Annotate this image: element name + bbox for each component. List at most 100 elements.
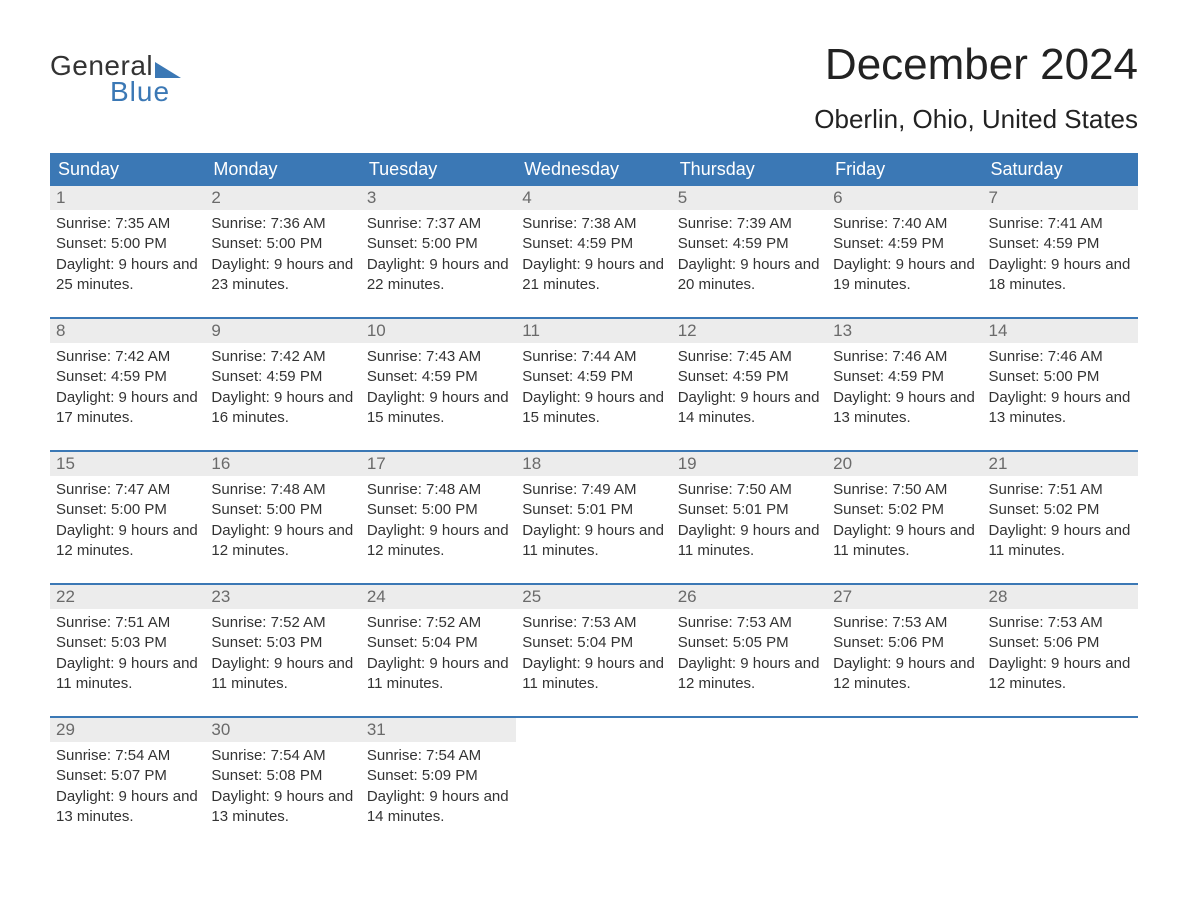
- day-number: 7: [983, 186, 1138, 210]
- day-number: 12: [672, 319, 827, 343]
- day-number: 14: [983, 319, 1138, 343]
- day-number: 21: [983, 452, 1138, 476]
- day-cell: 14Sunrise: 7:46 AMSunset: 5:00 PMDayligh…: [983, 318, 1138, 451]
- daylight-line: Daylight: 9 hours and 11 minutes.: [989, 521, 1132, 562]
- day-number: 10: [361, 319, 516, 343]
- day-number: 31: [361, 718, 516, 742]
- day-body: Sunrise: 7:52 AMSunset: 5:04 PMDaylight:…: [361, 609, 516, 694]
- daylight-line: Daylight: 9 hours and 12 minutes.: [678, 654, 821, 695]
- day-body: Sunrise: 7:42 AMSunset: 4:59 PMDaylight:…: [205, 343, 360, 428]
- daylight-line: Daylight: 9 hours and 12 minutes.: [989, 654, 1132, 695]
- day-header-row: SundayMondayTuesdayWednesdayThursdayFrid…: [50, 153, 1138, 186]
- sunrise-line: Sunrise: 7:52 AM: [211, 613, 354, 633]
- day-cell: 16Sunrise: 7:48 AMSunset: 5:00 PMDayligh…: [205, 451, 360, 584]
- day-cell: 21Sunrise: 7:51 AMSunset: 5:02 PMDayligh…: [983, 451, 1138, 584]
- day-body: Sunrise: 7:50 AMSunset: 5:02 PMDaylight:…: [827, 476, 982, 561]
- day-body: Sunrise: 7:52 AMSunset: 5:03 PMDaylight:…: [205, 609, 360, 694]
- day-number: 11: [516, 319, 671, 343]
- day-body: Sunrise: 7:54 AMSunset: 5:07 PMDaylight:…: [50, 742, 205, 827]
- day-body: Sunrise: 7:42 AMSunset: 4:59 PMDaylight:…: [50, 343, 205, 428]
- sunrise-line: Sunrise: 7:54 AM: [367, 746, 510, 766]
- day-cell: 2Sunrise: 7:36 AMSunset: 5:00 PMDaylight…: [205, 186, 360, 318]
- day-number: 30: [205, 718, 360, 742]
- day-cell: 29Sunrise: 7:54 AMSunset: 5:07 PMDayligh…: [50, 717, 205, 849]
- sunrise-line: Sunrise: 7:46 AM: [989, 347, 1132, 367]
- daylight-line: Daylight: 9 hours and 25 minutes.: [56, 255, 199, 296]
- daylight-line: Daylight: 9 hours and 12 minutes.: [367, 521, 510, 562]
- day-body: Sunrise: 7:51 AMSunset: 5:03 PMDaylight:…: [50, 609, 205, 694]
- calendar-table: SundayMondayTuesdayWednesdayThursdayFrid…: [50, 153, 1138, 849]
- sunrise-line: Sunrise: 7:54 AM: [56, 746, 199, 766]
- sunset-line: Sunset: 5:09 PM: [367, 766, 510, 786]
- day-number: 13: [827, 319, 982, 343]
- sunrise-line: Sunrise: 7:39 AM: [678, 214, 821, 234]
- day-body: Sunrise: 7:41 AMSunset: 4:59 PMDaylight:…: [983, 210, 1138, 295]
- day-cell: 3Sunrise: 7:37 AMSunset: 5:00 PMDaylight…: [361, 186, 516, 318]
- sunset-line: Sunset: 4:59 PM: [211, 367, 354, 387]
- day-cell: 10Sunrise: 7:43 AMSunset: 4:59 PMDayligh…: [361, 318, 516, 451]
- day-number: 23: [205, 585, 360, 609]
- sunset-line: Sunset: 4:59 PM: [522, 367, 665, 387]
- sunset-line: Sunset: 5:00 PM: [367, 500, 510, 520]
- sunset-line: Sunset: 5:03 PM: [56, 633, 199, 653]
- daylight-line: Daylight: 9 hours and 11 minutes.: [833, 521, 976, 562]
- sunrise-line: Sunrise: 7:49 AM: [522, 480, 665, 500]
- day-cell: 30Sunrise: 7:54 AMSunset: 5:08 PMDayligh…: [205, 717, 360, 849]
- day-cell: 20Sunrise: 7:50 AMSunset: 5:02 PMDayligh…: [827, 451, 982, 584]
- day-number: 26: [672, 585, 827, 609]
- day-body: Sunrise: 7:48 AMSunset: 5:00 PMDaylight:…: [361, 476, 516, 561]
- day-header-wednesday: Wednesday: [516, 153, 671, 186]
- day-cell: 28Sunrise: 7:53 AMSunset: 5:06 PMDayligh…: [983, 584, 1138, 717]
- week-row: 29Sunrise: 7:54 AMSunset: 5:07 PMDayligh…: [50, 717, 1138, 849]
- daylight-line: Daylight: 9 hours and 13 minutes.: [989, 388, 1132, 429]
- day-number: 27: [827, 585, 982, 609]
- day-body: Sunrise: 7:39 AMSunset: 4:59 PMDaylight:…: [672, 210, 827, 295]
- day-number: 25: [516, 585, 671, 609]
- sunrise-line: Sunrise: 7:41 AM: [989, 214, 1132, 234]
- day-header-monday: Monday: [205, 153, 360, 186]
- header-row: General Blue December 2024 Oberlin, Ohio…: [50, 40, 1138, 145]
- daylight-line: Daylight: 9 hours and 13 minutes.: [56, 787, 199, 828]
- daylight-line: Daylight: 9 hours and 14 minutes.: [367, 787, 510, 828]
- day-number: 18: [516, 452, 671, 476]
- month-title: December 2024: [814, 40, 1138, 90]
- day-number: 24: [361, 585, 516, 609]
- day-body: Sunrise: 7:46 AMSunset: 5:00 PMDaylight:…: [983, 343, 1138, 428]
- daylight-line: Daylight: 9 hours and 22 minutes.: [367, 255, 510, 296]
- daylight-line: Daylight: 9 hours and 11 minutes.: [367, 654, 510, 695]
- sunset-line: Sunset: 5:01 PM: [522, 500, 665, 520]
- empty-cell: [983, 717, 1138, 849]
- day-cell: 7Sunrise: 7:41 AMSunset: 4:59 PMDaylight…: [983, 186, 1138, 318]
- daylight-line: Daylight: 9 hours and 17 minutes.: [56, 388, 199, 429]
- sunset-line: Sunset: 5:06 PM: [833, 633, 976, 653]
- sunset-line: Sunset: 5:01 PM: [678, 500, 821, 520]
- day-number: 3: [361, 186, 516, 210]
- sunset-line: Sunset: 4:59 PM: [989, 234, 1132, 254]
- day-number: 22: [50, 585, 205, 609]
- day-body: Sunrise: 7:44 AMSunset: 4:59 PMDaylight:…: [516, 343, 671, 428]
- sunset-line: Sunset: 5:04 PM: [367, 633, 510, 653]
- day-cell: 27Sunrise: 7:53 AMSunset: 5:06 PMDayligh…: [827, 584, 982, 717]
- sunrise-line: Sunrise: 7:46 AM: [833, 347, 976, 367]
- sunset-line: Sunset: 5:04 PM: [522, 633, 665, 653]
- sunrise-line: Sunrise: 7:53 AM: [522, 613, 665, 633]
- day-cell: 31 Sunrise: 7:54 AMSunset: 5:09 PMDayligh…: [361, 717, 516, 849]
- daylight-line: Daylight: 9 hours and 12 minutes.: [833, 654, 976, 695]
- day-cell: 13Sunrise: 7:46 AMSunset: 4:59 PMDayligh…: [827, 318, 982, 451]
- daylight-line: Daylight: 9 hours and 11 minutes.: [522, 521, 665, 562]
- daylight-line: Daylight: 9 hours and 11 minutes.: [56, 654, 199, 695]
- day-number: 20: [827, 452, 982, 476]
- daylight-line: Daylight: 9 hours and 14 minutes.: [678, 388, 821, 429]
- day-cell: 17Sunrise: 7:48 AMSunset: 5:00 PMDayligh…: [361, 451, 516, 584]
- day-body: Sunrise: 7:38 AMSunset: 4:59 PMDaylight:…: [516, 210, 671, 295]
- week-row: 1Sunrise: 7:35 AMSunset: 5:00 PMDaylight…: [50, 186, 1138, 318]
- sunset-line: Sunset: 5:07 PM: [56, 766, 199, 786]
- day-body: Sunrise: 7:46 AMSunset: 4:59 PMDaylight:…: [827, 343, 982, 428]
- sunset-line: Sunset: 5:00 PM: [56, 500, 199, 520]
- sunrise-line: Sunrise: 7:53 AM: [678, 613, 821, 633]
- daylight-line: Daylight: 9 hours and 11 minutes.: [522, 654, 665, 695]
- day-body: Sunrise: 7:40 AMSunset: 4:59 PMDaylight:…: [827, 210, 982, 295]
- day-cell: 19Sunrise: 7:50 AMSunset: 5:01 PMDayligh…: [672, 451, 827, 584]
- day-cell: 9Sunrise: 7:42 AMSunset: 4:59 PMDaylight…: [205, 318, 360, 451]
- sunset-line: Sunset: 5:05 PM: [678, 633, 821, 653]
